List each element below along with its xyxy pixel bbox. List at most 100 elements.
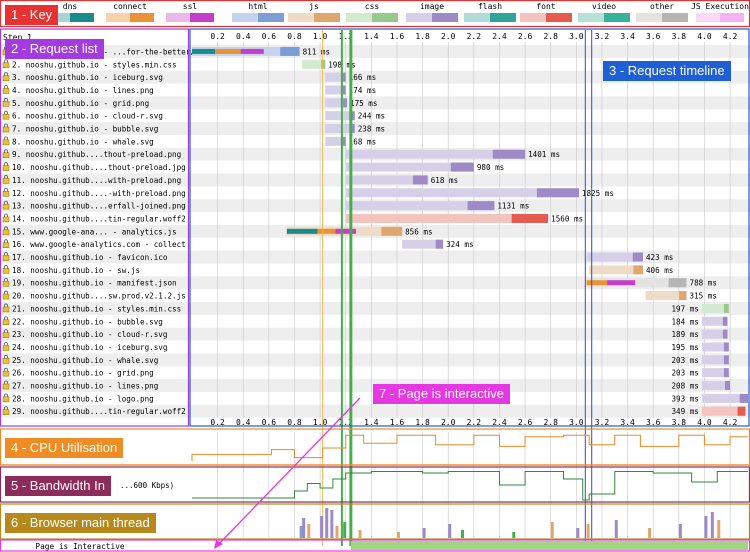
main-thread-bar xyxy=(586,524,590,538)
tick-label-bottom-16: 3.4 xyxy=(620,418,635,427)
legend-swatch-0-dark xyxy=(70,13,94,22)
legend-label-other: other xyxy=(650,2,674,11)
request-bar-5 xyxy=(325,98,348,108)
legend-swatch-4-light xyxy=(288,13,314,22)
tick-label-top-18: 3.8 xyxy=(672,32,687,41)
request-bar-3 xyxy=(325,72,346,82)
request-phase-ssl xyxy=(240,48,264,54)
request-bar-27 xyxy=(701,381,731,391)
lock-icon xyxy=(2,175,10,184)
request-bar-9 xyxy=(345,149,526,159)
tick-label-top-19: 4.0 xyxy=(697,32,712,41)
legend-label-video: video xyxy=(592,2,616,11)
main-thread-bar xyxy=(648,528,652,538)
tick-label-top-5: 1.2 xyxy=(339,32,354,41)
request-name: nooshu.github....with-preload.png xyxy=(30,176,181,185)
tick-label-bottom-13: 2.8 xyxy=(543,418,558,427)
request-label-26: 26. nooshu.github.io - grid.png xyxy=(12,369,154,378)
tick-label-bottom-12: 2.6 xyxy=(518,418,533,427)
request-number: 15. xyxy=(12,227,26,236)
request-name: nooshu.github.io - styles.min.css xyxy=(26,60,177,69)
request-number: 9. xyxy=(12,150,21,159)
tick-label-bottom-3: 0.8 xyxy=(287,418,302,427)
tick-label-top-6: 1.4 xyxy=(364,32,379,41)
tick-label-top-8: 1.8 xyxy=(415,32,430,41)
legend-swatch-5-light xyxy=(346,13,372,22)
lock-icon xyxy=(2,226,10,236)
tick-label-top-17: 3.6 xyxy=(646,32,661,41)
row-background xyxy=(0,45,750,58)
request-phase-connect xyxy=(586,280,608,286)
tick-label-bottom-19: 4.0 xyxy=(697,418,712,427)
request-number: 8. xyxy=(12,137,21,146)
legend-swatch-4-dark xyxy=(314,13,340,22)
lock-icon xyxy=(2,97,10,107)
request-duration-11: 618 ms xyxy=(431,176,458,185)
lock-icon xyxy=(2,265,10,274)
request-duration-14: 1560 ms xyxy=(551,214,583,223)
interactive-label: Page is Interactive xyxy=(35,542,124,551)
request-duration-27: 208 ms xyxy=(671,382,698,391)
request-download-3 xyxy=(342,72,346,82)
request-label-19: 19. nooshu.github.io - manifest.json xyxy=(12,279,177,288)
request-download-26 xyxy=(723,368,729,378)
interactive-bar xyxy=(350,541,748,550)
lock-icon xyxy=(2,136,10,146)
request-bar-23 xyxy=(701,329,728,339)
request-name: nooshu.github....sw.prod.v2.1.2.js xyxy=(30,292,185,301)
request-bar-21 xyxy=(701,303,729,313)
tick-label-bottom-10: 2.2 xyxy=(467,418,482,427)
main-thread-bar xyxy=(614,520,618,538)
request-number: 4. xyxy=(12,86,21,95)
request-label-4: 4. nooshu.github.io - lines.png xyxy=(12,86,154,95)
request-duration-3: 166 ms xyxy=(349,73,376,82)
request-label-11: 11. nooshu.github....with-preload.png xyxy=(12,176,181,185)
request-name: nooshu.github.io - logo.png xyxy=(30,394,153,403)
request-duration-21: 197 ms xyxy=(671,304,698,313)
request-name: nooshu.github.io - grid.png xyxy=(26,99,149,108)
legend-label-ssl: ssl xyxy=(183,2,198,11)
tick-label-top-16: 3.4 xyxy=(620,32,635,41)
request-duration-10: 980 ms xyxy=(477,163,504,172)
legend-swatch-7-light xyxy=(464,13,490,22)
request-download-18 xyxy=(633,265,643,275)
main-thread-bar xyxy=(320,516,324,538)
tick-label-top-15: 3.2 xyxy=(595,32,610,41)
step-label: Step 1 xyxy=(3,33,32,42)
tick-label-top-0: 0.2 xyxy=(210,32,225,41)
bandwidth-line xyxy=(192,471,748,501)
request-duration-29: 349 ms xyxy=(671,407,698,416)
row-background xyxy=(0,302,750,315)
legend-swatch-3-light xyxy=(232,13,258,22)
legend-label-connect: connect xyxy=(113,2,147,11)
tick-label-top-20: 4.2 xyxy=(723,32,738,41)
legend-label-css: css xyxy=(365,2,380,11)
request-name: nooshu.github.io - cloud-r.svg xyxy=(30,330,167,339)
request-label-8: 8. nooshu.github.io - whale.svg xyxy=(12,137,154,146)
main-thread-bar xyxy=(512,532,516,538)
request-phase-dns xyxy=(192,48,216,54)
request-download-13 xyxy=(467,201,495,211)
request-label-13: 13. nooshu.github....erfall-joined.png xyxy=(12,202,186,211)
request-name: nooshu.github....erfall-joined.png xyxy=(30,202,185,211)
legend-label-image: image xyxy=(420,2,444,11)
request-name: nooshu.github.io - styles.min.css xyxy=(30,304,181,313)
request-download-17 xyxy=(632,252,643,262)
callout-3: 3 - Request timeline xyxy=(603,61,731,81)
request-download-15 xyxy=(381,226,403,236)
legend-label-js: js xyxy=(309,2,319,11)
request-bar-8 xyxy=(325,136,346,146)
request-number: 2. xyxy=(12,60,21,69)
request-name: nooshu.github.io - whale.svg xyxy=(30,356,158,365)
lock-icon xyxy=(2,380,10,390)
legend-swatch-8-light xyxy=(520,13,546,22)
request-duration-7: 238 ms xyxy=(358,125,385,134)
request-download-5 xyxy=(343,98,348,108)
legend-swatch-10-dark xyxy=(662,13,688,22)
request-bar-4 xyxy=(325,85,346,95)
request-label-7: 7. nooshu.github.io - bubble.svg xyxy=(12,125,158,134)
request-number: 10. xyxy=(12,163,26,172)
main-thread-bar xyxy=(330,510,334,538)
request-number: 3. xyxy=(12,73,21,82)
legend-swatch-7-dark xyxy=(490,13,516,22)
